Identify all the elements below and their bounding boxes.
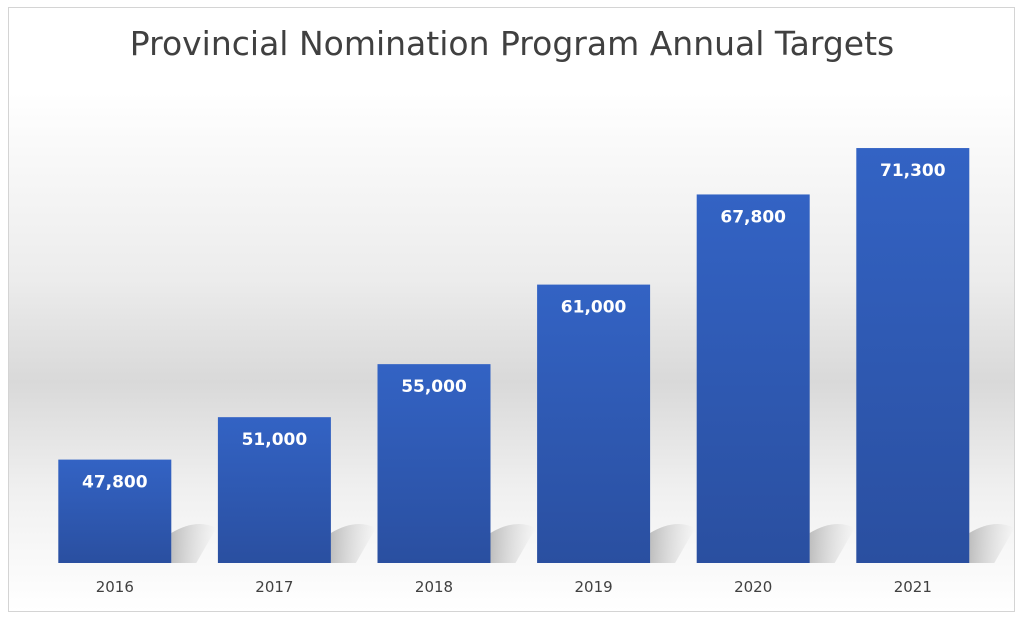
bar-2020 bbox=[696, 194, 810, 564]
x-tick-label: 2021 bbox=[894, 578, 932, 596]
data-label: 67,800 bbox=[720, 207, 786, 227]
bar-2016 bbox=[58, 459, 172, 563]
x-tick-label: 2016 bbox=[96, 578, 134, 596]
bar-2018 bbox=[377, 364, 491, 563]
x-tick-label: 2018 bbox=[415, 578, 453, 596]
x-tick-label: 2020 bbox=[734, 578, 772, 596]
bar-shadow bbox=[809, 524, 855, 563]
bar-shadow bbox=[650, 524, 696, 563]
bar-2019 bbox=[537, 284, 651, 563]
data-label: 51,000 bbox=[242, 430, 308, 450]
bar-shadow bbox=[490, 524, 536, 563]
data-label: 61,000 bbox=[561, 298, 627, 318]
x-tick-label: 2017 bbox=[255, 578, 293, 596]
data-label: 55,000 bbox=[401, 377, 467, 397]
data-label: 47,800 bbox=[82, 473, 148, 493]
chart-title: Provincial Nomination Program Annual Tar… bbox=[129, 24, 895, 63]
bar-shadow bbox=[330, 524, 376, 563]
x-tick-label: 2019 bbox=[575, 578, 613, 596]
bar-shadow bbox=[171, 524, 217, 563]
bar-2021 bbox=[856, 148, 970, 563]
bar-2017 bbox=[217, 417, 331, 563]
bar-shadow bbox=[969, 524, 1015, 563]
data-label: 71,300 bbox=[880, 161, 946, 181]
chart-area bbox=[8, 7, 1015, 612]
